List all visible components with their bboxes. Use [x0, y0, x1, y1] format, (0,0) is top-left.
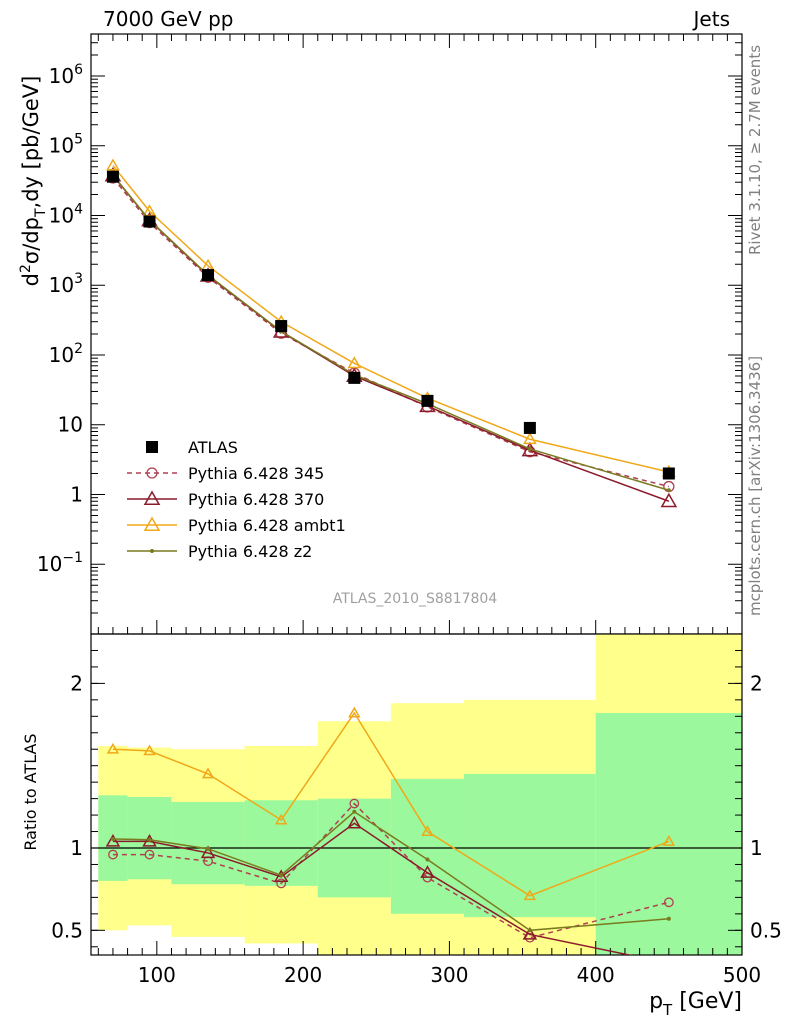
ratio-point: [523, 889, 537, 901]
ratio-point: [201, 767, 215, 779]
header-right: Jets: [692, 7, 730, 31]
ratio-y-tick-label: 2: [70, 671, 83, 695]
x-tick-label: 500: [723, 963, 761, 987]
data-point: [523, 421, 536, 434]
ratio-point: [666, 916, 671, 921]
ratio-point: [147, 837, 152, 842]
ratio-line-1: [112, 822, 633, 955]
legend-marker: [146, 467, 158, 479]
x-axis-label: pT [GeV]: [649, 989, 742, 1019]
data-point: [660, 492, 678, 508]
analysis-id: ATLAS_2010_S8817804: [333, 591, 498, 607]
x-tick-label: 400: [577, 963, 615, 987]
ratio-point: [420, 865, 435, 878]
legend-marker: [143, 490, 161, 505]
data-point: [421, 394, 434, 407]
ratio-y-tick-label: 0.5: [51, 918, 83, 942]
ratio-point: [524, 932, 535, 943]
ratio-frame: [90, 633, 743, 956]
ratio-point: [348, 706, 361, 718]
series-line-3: [112, 165, 670, 473]
legend-label: Pythia 6.428 z2: [188, 542, 312, 561]
y-tick-label: 104: [49, 201, 83, 227]
ratio-point: [108, 849, 118, 860]
stat-uncertainty-band: [390, 778, 465, 914]
legend-label: Pythia 6.428 ambt1: [188, 516, 346, 535]
ratio-point: [144, 849, 155, 860]
legend: ATLAS Pythia 6.428 345 Pythia 6.428 370 Pyt…: [127, 438, 346, 561]
legend-label: ATLAS: [188, 438, 238, 457]
data-point: [666, 488, 671, 493]
ratio-point: [200, 845, 216, 859]
y-tick-label: 106: [49, 62, 83, 88]
ratio-point: [279, 873, 284, 878]
rivet-label: Rivet 3.1.10, ≥ 2.7M events: [746, 45, 764, 255]
data-point: [143, 215, 156, 228]
ratio-point: [352, 809, 357, 814]
x-tick-label: 200: [284, 963, 322, 987]
ratio-point: [206, 846, 211, 851]
mcplots-label: mcplots.cern.ch [arXiv:1306.3436]: [746, 356, 764, 616]
main-y-axis-label: d2σ/dpT,dy [pb/GeV]: [18, 76, 49, 287]
ratio-point: [663, 957, 675, 967]
ratio-point: [276, 878, 287, 889]
ratio-point: [105, 833, 121, 847]
legend-marker: [146, 441, 158, 453]
ratio-point: [662, 835, 676, 846]
stat-uncertainty-band: [171, 801, 245, 885]
ratio-point: [663, 897, 674, 908]
ratio-point: [527, 928, 532, 933]
x-tick-label: 300: [430, 963, 468, 987]
legend-marker: [143, 516, 161, 531]
data-point: [202, 269, 215, 282]
data-point: [522, 432, 537, 445]
main-series: [104, 158, 678, 508]
data-point: [142, 204, 157, 217]
y-tick-label: 1: [70, 482, 83, 506]
ratio-line-3: [112, 810, 669, 932]
y-tick-label: 102: [49, 341, 83, 367]
ratio-y-tick-label-right: 1: [750, 836, 763, 860]
ratio-line-2: [112, 711, 670, 897]
stat-uncertainty-band: [464, 773, 596, 918]
ratio-point: [273, 869, 289, 883]
ratio-point: [349, 798, 360, 809]
ratio-point: [522, 926, 538, 940]
uncertainty-bands: [98, 634, 742, 955]
ratio-point: [425, 857, 430, 862]
legend-label: Pythia 6.428 370: [188, 490, 324, 509]
legend-label: Pythia 6.428 345: [188, 464, 324, 483]
data-point: [106, 158, 120, 171]
y-tick-label: 105: [49, 132, 83, 158]
ratio-panel: 0.5 0.5 1 1 2 2 100 200 300 400 500: [51, 633, 782, 987]
y-tick-label: 10−1: [37, 550, 83, 576]
data-point: [527, 446, 532, 451]
ratio-series: [105, 706, 676, 967]
series-line-4: [112, 174, 670, 491]
data-point: [275, 320, 288, 333]
ratio-y-tick-label-right: 0.5: [750, 918, 782, 942]
data-point: [106, 170, 119, 183]
ratio-point: [110, 836, 115, 841]
ratio-point: [106, 742, 120, 754]
data-point: [348, 371, 361, 384]
ratio-point: [421, 825, 434, 836]
y-tick-label: 103: [49, 271, 83, 297]
y-tick-label: 10: [58, 413, 83, 437]
ratio-point: [274, 813, 288, 825]
ratio-y-tick-label-right: 2: [750, 671, 763, 695]
ratio-point: [347, 815, 362, 829]
ratio-y-axis-label: Ratio to ATLAS: [21, 733, 40, 850]
legend-marker: [150, 549, 154, 553]
ratio-y-tick-label: 1: [70, 836, 83, 860]
data-point: [347, 356, 362, 369]
x-tick-label: 100: [138, 963, 176, 987]
ratio-point: [143, 744, 156, 756]
stat-uncertainty-band: [244, 800, 318, 886]
header-left: 7000 GeV pp: [103, 7, 234, 31]
data-point: [662, 467, 675, 480]
